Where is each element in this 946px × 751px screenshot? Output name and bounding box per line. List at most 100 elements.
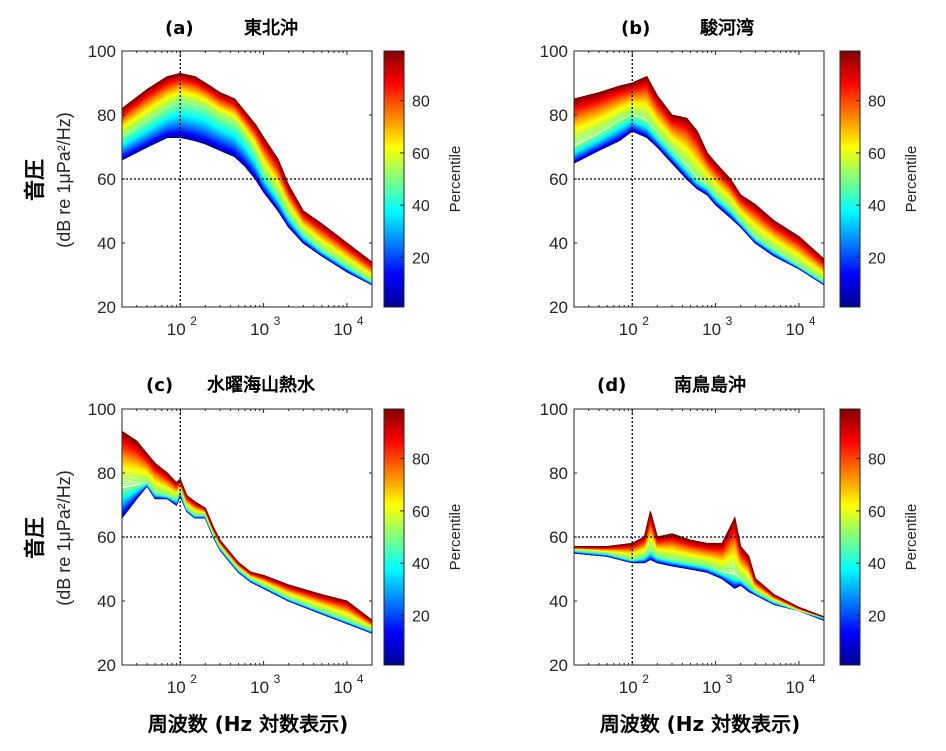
colorbar-tick-label: 40 xyxy=(868,556,886,573)
y-tick-label: 40 xyxy=(549,234,568,253)
panel-c: (c) 水曜海山熱水 音圧 (dB re 1μPa²/Hz) 20 40 60 80 1… xyxy=(23,374,464,736)
colorbar-label: Percentile xyxy=(447,146,464,213)
percentile-curves xyxy=(121,430,373,634)
x-tick-label: 10 xyxy=(333,320,352,339)
colorbar-label: Percentile xyxy=(447,504,464,571)
y-tick-label: 80 xyxy=(97,464,116,483)
y-tick-label: 60 xyxy=(97,170,116,189)
x-tick-label-exponent: 2 xyxy=(190,314,197,328)
y-tick-label: 100 xyxy=(88,400,116,419)
colorbar-tick-label: 60 xyxy=(412,146,430,163)
percentile-curve-53 xyxy=(573,110,825,280)
y-axis-label-main-c: 音圧 xyxy=(23,517,47,559)
percentile-curve-55 xyxy=(573,108,825,278)
colorbar-gradient xyxy=(839,50,861,308)
y-tick-label: 100 xyxy=(88,42,116,61)
y-tick-label: 40 xyxy=(97,234,116,253)
x-tick-label: 10 xyxy=(702,320,721,339)
colorbar-gradient xyxy=(383,50,405,308)
percentile-curve-60 xyxy=(573,104,825,276)
panel-title-c: 水曜海山熱水 xyxy=(207,374,316,396)
plot-area-a: 20 40 60 80 100 10 2 10 3 10 4 xyxy=(88,42,373,339)
percentile-curve-56 xyxy=(573,107,825,278)
colorbar-tick-label: 20 xyxy=(868,608,886,625)
colorbar-d: 20 40 60 80 Percentile xyxy=(839,408,920,666)
percentile-curve-58 xyxy=(573,106,825,277)
percentile-curves xyxy=(573,511,825,621)
panel-title-b: 駿河湾 xyxy=(700,17,754,39)
plot-area-d: 20 40 60 80 100 10 2 10 3 10 4 xyxy=(540,400,825,697)
x-tick-label-exponent: 3 xyxy=(726,314,733,328)
percentile-curve-57 xyxy=(573,107,825,277)
colorbar-tick-label: 80 xyxy=(868,452,886,469)
panel-a: (a) 東北沖 音圧 (dB re 1μPa²/Hz) 20 40 60 80 100 1… xyxy=(23,17,464,339)
y-tick-label: 20 xyxy=(97,298,116,317)
y-tick-label: 20 xyxy=(97,656,116,675)
x-tick-label-exponent: 3 xyxy=(274,672,281,686)
x-tick-label-exponent: 4 xyxy=(357,672,364,686)
y-tick-label: 80 xyxy=(549,464,568,483)
colorbar-tick-label: 20 xyxy=(868,250,886,267)
x-tick-label: 10 xyxy=(785,678,804,697)
x-tick-label: 10 xyxy=(785,320,804,339)
colorbar-tick-label: 60 xyxy=(868,504,886,521)
percentile-curve-99 xyxy=(574,511,825,618)
panel-label-c: (c) xyxy=(146,375,173,396)
x-axis-label-c: 周波数 (Hz 対数表示) xyxy=(148,712,349,736)
panel-b: (b) 駿河湾 20 40 60 80 100 10 2 10 3 10 4 20 40 60 80 Per… xyxy=(540,17,920,339)
y-axis-label-main-a: 音圧 xyxy=(23,159,47,201)
panel-label-d: (d) xyxy=(597,375,626,396)
panel-d: (d) 南鳥島沖 20 40 60 80 100 10 2 10 3 10 4 20 40 60 80 Pe… xyxy=(540,374,920,736)
colorbar-tick-label: 40 xyxy=(412,198,430,215)
y-tick-label: 60 xyxy=(549,528,568,547)
colorbar-tick-label: 40 xyxy=(868,198,886,215)
x-tick-label-exponent: 2 xyxy=(642,314,649,328)
y-axis-label-sub-a: (dB re 1μPa²/Hz) xyxy=(54,112,74,247)
y-tick-label: 20 xyxy=(549,656,568,675)
percentile-curve-51 xyxy=(573,112,825,281)
colorbar-c: 20 40 60 80 Percentile xyxy=(383,408,464,666)
colorbar-tick-label: 80 xyxy=(412,452,430,469)
y-tick-label: 40 xyxy=(97,592,116,611)
percentile-curve-99 xyxy=(121,72,373,263)
panel-title-d: 南鳥島沖 xyxy=(674,374,746,396)
plot-area-b: 20 40 60 80 100 10 2 10 3 10 4 xyxy=(540,42,825,339)
colorbar-b: 20 40 60 80 Percentile xyxy=(839,50,920,308)
y-tick-label: 80 xyxy=(97,106,116,125)
x-tick-label: 10 xyxy=(250,678,269,697)
percentile-curve-99 xyxy=(573,75,825,260)
colorbar-label: Percentile xyxy=(903,504,920,571)
colorbar-label: Percentile xyxy=(903,146,920,213)
x-tick-label: 10 xyxy=(619,678,638,697)
percentile-curve-52 xyxy=(573,111,825,280)
x-tick-label-exponent: 4 xyxy=(809,672,816,686)
colorbar-tick-label: 20 xyxy=(412,250,430,267)
panel-title-a: 東北沖 xyxy=(244,17,298,39)
colorbar-tick-label: 60 xyxy=(412,504,430,521)
y-tick-label: 60 xyxy=(97,528,116,547)
x-tick-label-exponent: 2 xyxy=(190,672,197,686)
x-tick-label-exponent: 2 xyxy=(642,672,649,686)
y-tick-label: 80 xyxy=(549,106,568,125)
percentile-curve-63 xyxy=(573,102,825,274)
percentile-curve-99 xyxy=(121,430,373,621)
panel-label-a: (a) xyxy=(165,18,194,39)
colorbar-tick-label: 20 xyxy=(412,608,430,625)
x-tick-label: 10 xyxy=(167,678,186,697)
x-tick-label: 10 xyxy=(167,320,186,339)
colorbar-tick-label: 40 xyxy=(412,556,430,573)
x-tick-label: 10 xyxy=(333,678,352,697)
x-tick-label: 10 xyxy=(250,320,269,339)
y-axis-label-sub-c: (dB re 1μPa²/Hz) xyxy=(54,470,74,605)
y-tick-label: 100 xyxy=(540,42,568,61)
colorbar-tick-label: 60 xyxy=(868,146,886,163)
percentile-curve-50 xyxy=(121,101,373,282)
percentile-curve-54 xyxy=(573,109,825,279)
y-tick-label: 20 xyxy=(549,298,568,317)
colorbar-a: 20 40 60 80 Percentile xyxy=(383,50,464,308)
plot-area-c: 20 40 60 80 100 10 2 10 3 10 4 xyxy=(88,400,373,697)
y-tick-label: 100 xyxy=(540,400,568,419)
x-axis-label-d: 周波数 (Hz 対数表示) xyxy=(600,712,801,736)
y-tick-label: 40 xyxy=(549,592,568,611)
